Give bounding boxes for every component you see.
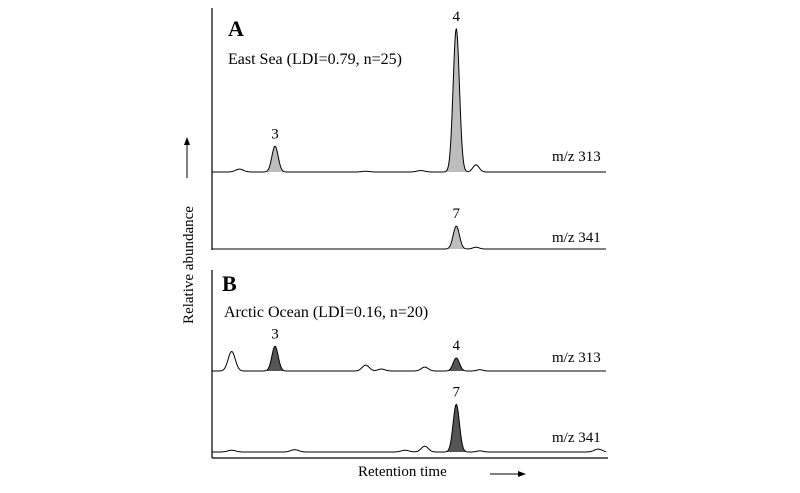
peak-label: 7 [453, 206, 461, 222]
y-axis-label: Relative abundance [181, 206, 197, 324]
panel-b-sample-label: Arctic Ocean (LDI=0.16, n=20) [224, 304, 428, 321]
panel-a-sample-label: East Sea (LDI=0.79, n=25) [228, 51, 402, 68]
panel-a-letter: A [228, 16, 244, 41]
peak-4-fill [446, 29, 466, 172]
panel-b-trace-2-label: m/z 341 [552, 430, 601, 446]
trace-line [212, 345, 606, 372]
peak-label: 7 [453, 384, 461, 400]
panel-a: A East Sea (LDI=0.79, n=25) 34 m/z 313 7… [211, 8, 606, 250]
peak-label: 3 [271, 126, 279, 142]
panel-a-trace-1-label: m/z 313 [552, 149, 601, 165]
panel-a-trace-2-label: m/z 341 [552, 230, 601, 246]
x-axis-label-group: Retention time [358, 464, 526, 480]
panel-b-trace-2: 7 [212, 384, 607, 453]
peak-label: 3 [271, 326, 279, 342]
x-axis-label: Retention time [358, 464, 447, 480]
trace-line [212, 403, 607, 453]
y-axis-label-group: Relative abundance [181, 137, 197, 324]
trace-line [212, 225, 606, 250]
peak-7-fill [446, 404, 466, 452]
panel-a-trace-2: 7 [212, 206, 606, 250]
panel-b: B Arctic Ocean (LDI=0.16, n=20) 34 m/z 3… [211, 270, 608, 459]
panel-a-trace-1: 34 [212, 9, 606, 173]
x-axis-arrowhead [518, 471, 526, 477]
panel-b-trace-1-label: m/z 313 [552, 350, 601, 366]
peak-label: 4 [453, 9, 461, 25]
peak-label: 4 [453, 338, 461, 354]
y-axis-arrowhead [184, 137, 190, 145]
panel-b-trace-1: 34 [212, 326, 606, 372]
trace-line [212, 27, 606, 173]
panel-b-letter: B [222, 271, 237, 296]
